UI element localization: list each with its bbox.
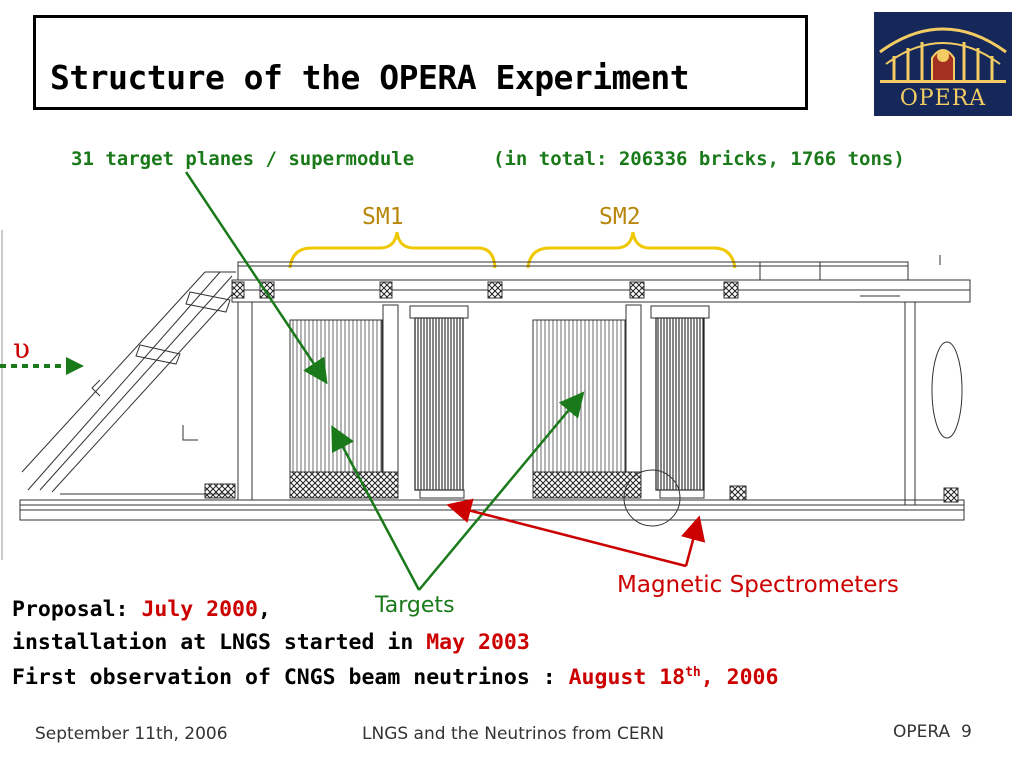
top-rails	[231, 261, 971, 303]
sm2-label: SM2	[599, 204, 641, 230]
sm2-spectrometer	[650, 305, 710, 499]
logo-text: OPERA	[899, 86, 987, 111]
sm1-label: SM1	[362, 204, 404, 230]
access-ramp	[21, 271, 237, 493]
installation-date: May 2003	[426, 630, 530, 655]
neutrino-symbol: υ	[13, 332, 31, 365]
opera-house-icon	[874, 12, 1012, 116]
installation-line: installation at LNGS started in May 2003	[12, 630, 530, 655]
proposal-date: July 2000	[141, 597, 258, 622]
sm2-bracket	[526, 231, 737, 269]
page-number: 9	[960, 722, 972, 742]
sm1-spectrometer	[409, 305, 469, 499]
first-observation-line: First observation of CNGS beam neutrinos…	[12, 665, 778, 690]
beam-arrow	[0, 357, 84, 375]
footer-date: September 11th, 2006	[35, 724, 228, 744]
slide-title: Structure of the OPERA Experiment	[50, 58, 690, 97]
totals-text: (in total: 206336 bricks, 1766 tons)	[493, 148, 905, 170]
spectrometers-label: Magnetic Spectrometers	[617, 572, 899, 598]
proposal-label: Proposal:	[12, 597, 129, 622]
first-observation-date: August 18th, 2006	[568, 665, 779, 691]
footer-talk-title: LNGS and the Neutrinos from CERN	[362, 724, 665, 744]
targets-label: Targets	[375, 593, 455, 618]
opera-logo: OPERA	[874, 12, 1012, 116]
first-observation-label: First observation of CNGS beam neutrinos…	[12, 665, 556, 691]
footer-section: OPERA 9	[893, 722, 972, 742]
installation-label: installation at LNGS started in	[12, 630, 414, 655]
sm1-bracket	[288, 231, 497, 269]
sm1-target	[289, 304, 399, 499]
sm2-target	[532, 304, 642, 499]
floor-rails	[19, 483, 965, 521]
target-planes-text: 31 target planes / supermodule	[71, 148, 415, 170]
title-box: Structure of the OPERA Experiment	[33, 15, 808, 110]
beam-direction-ellipse	[931, 341, 963, 439]
proposal-line: Proposal: July 2000,	[12, 597, 271, 622]
proposal-suffix: ,	[257, 597, 271, 622]
footer-section-label: OPERA	[893, 722, 951, 742]
